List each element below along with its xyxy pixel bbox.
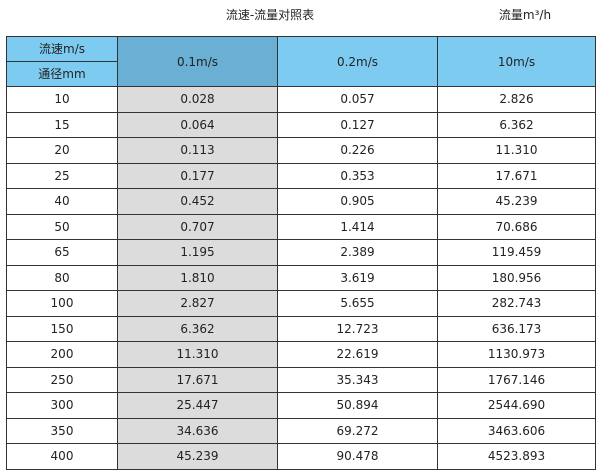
velocity-header: 流速m/s (6, 36, 118, 62)
header-row: 流速m/s 0.1m/s 0.2m/s 10m/s (6, 36, 596, 87)
table-row: 100 2.827 5.655 282.743 (6, 290, 596, 317)
flow-0.2-cell: 69.272 (277, 417, 438, 444)
header-row-2: 通径mm (6, 61, 596, 87)
diameter-cell: 200 (6, 341, 118, 368)
flow-0.2-cell: 0.226 (277, 137, 438, 164)
flow-0.1-cell: 1.195 (117, 239, 278, 266)
table-row: 65 1.195 2.389 119.459 (6, 239, 596, 266)
table-row: 50 0.707 1.414 70.686 (6, 213, 596, 240)
column-header-0.1: 0.1m/s (117, 36, 278, 87)
diameter-cell: 10 (6, 86, 118, 113)
flow-0.1-cell: 0.177 (117, 162, 278, 189)
flow-10-cell: 2544.690 (437, 392, 596, 419)
unit-label: 流量m³/h (498, 8, 552, 22)
table-row: 10 0.028 0.057 2.826 (6, 86, 596, 113)
table-row: 350 34.636 69.272 3463.606 (6, 417, 596, 444)
flow-0.2-cell: 22.619 (277, 341, 438, 368)
flow-10-cell: 11.310 (437, 137, 596, 164)
flow-0.1-cell: 45.239 (117, 443, 278, 470)
flow-0.2-cell: 5.655 (277, 290, 438, 317)
table-row: 300 25.447 50.894 2544.690 (6, 392, 596, 419)
flow-0.1-cell: 2.827 (117, 290, 278, 317)
diameter-cell: 150 (6, 315, 118, 342)
flow-0.2-cell: 2.389 (277, 239, 438, 266)
flow-0.2-cell: 50.894 (277, 392, 438, 419)
flow-10-cell: 636.173 (437, 315, 596, 342)
diameter-cell: 250 (6, 366, 118, 393)
flow-0.2-cell: 0.905 (277, 188, 438, 215)
diameter-cell: 350 (6, 417, 118, 444)
flow-0.2-cell: 90.478 (277, 443, 438, 470)
flow-10-cell: 70.686 (437, 213, 596, 240)
diameter-cell: 400 (6, 443, 118, 470)
diameter-cell: 50 (6, 213, 118, 240)
flow-0.1-cell: 11.310 (117, 341, 278, 368)
flow-0.1-cell: 1.810 (117, 264, 278, 291)
table-row: 40 0.452 0.905 45.239 (6, 188, 596, 215)
diameter-cell: 65 (6, 239, 118, 266)
flow-10-cell: 45.239 (437, 188, 596, 215)
table-row: 250 17.671 35.343 1767.146 (6, 366, 596, 393)
diameter-cell: 40 (6, 188, 118, 215)
table-row: 80 1.810 3.619 180.956 (6, 264, 596, 291)
flow-0.1-cell: 6.362 (117, 315, 278, 342)
diameter-cell: 15 (6, 111, 118, 138)
flow-0.1-cell: 0.452 (117, 188, 278, 215)
diameter-cell: 20 (6, 137, 118, 164)
flow-10-cell: 4523.893 (437, 443, 596, 470)
flow-0.2-cell: 0.353 (277, 162, 438, 189)
flow-0.1-cell: 0.113 (117, 137, 278, 164)
table-row: 20 0.113 0.226 11.310 (6, 137, 596, 164)
table-title: 流速-流量对照表 (225, 8, 315, 22)
flow-10-cell: 119.459 (437, 239, 596, 266)
table-row: 15 0.064 0.127 6.362 (6, 111, 596, 138)
flow-10-cell: 282.743 (437, 290, 596, 317)
flow-0.1-cell: 25.447 (117, 392, 278, 419)
flow-10-cell: 3463.606 (437, 417, 596, 444)
table-row: 150 6.362 12.723 636.173 (6, 315, 596, 342)
column-header-0.2: 0.2m/s (277, 36, 438, 87)
flow-10-cell: 17.671 (437, 162, 596, 189)
flow-0.1-cell: 0.028 (117, 86, 278, 113)
table-row: 400 45.239 90.478 4523.893 (6, 443, 596, 470)
table-row: 200 11.310 22.619 1130.973 (6, 341, 596, 368)
diameter-cell: 25 (6, 162, 118, 189)
flow-0.2-cell: 1.414 (277, 213, 438, 240)
diameter-header: 通径mm (6, 61, 118, 87)
flow-0.2-cell: 12.723 (277, 315, 438, 342)
flow-10-cell: 180.956 (437, 264, 596, 291)
flow-0.1-cell: 17.671 (117, 366, 278, 393)
flow-10-cell: 2.826 (437, 86, 596, 113)
flow-0.2-cell: 0.057 (277, 86, 438, 113)
table-row: 25 0.177 0.353 17.671 (6, 162, 596, 189)
flow-velocity-table: 流速m/s 0.1m/s 0.2m/s 10m/s 通径mm 10 0.028 0.… (6, 36, 596, 470)
flow-10-cell: 6.362 (437, 111, 596, 138)
flow-0.1-cell: 0.064 (117, 111, 278, 138)
flow-10-cell: 1130.973 (437, 341, 596, 368)
flow-0.1-cell: 34.636 (117, 417, 278, 444)
diameter-cell: 100 (6, 290, 118, 317)
diameter-cell: 80 (6, 264, 118, 291)
flow-10-cell: 1767.146 (437, 366, 596, 393)
flow-0.2-cell: 0.127 (277, 111, 438, 138)
column-header-10: 10m/s (437, 36, 596, 87)
flow-0.2-cell: 35.343 (277, 366, 438, 393)
flow-0.2-cell: 3.619 (277, 264, 438, 291)
diameter-cell: 300 (6, 392, 118, 419)
flow-0.1-cell: 0.707 (117, 213, 278, 240)
